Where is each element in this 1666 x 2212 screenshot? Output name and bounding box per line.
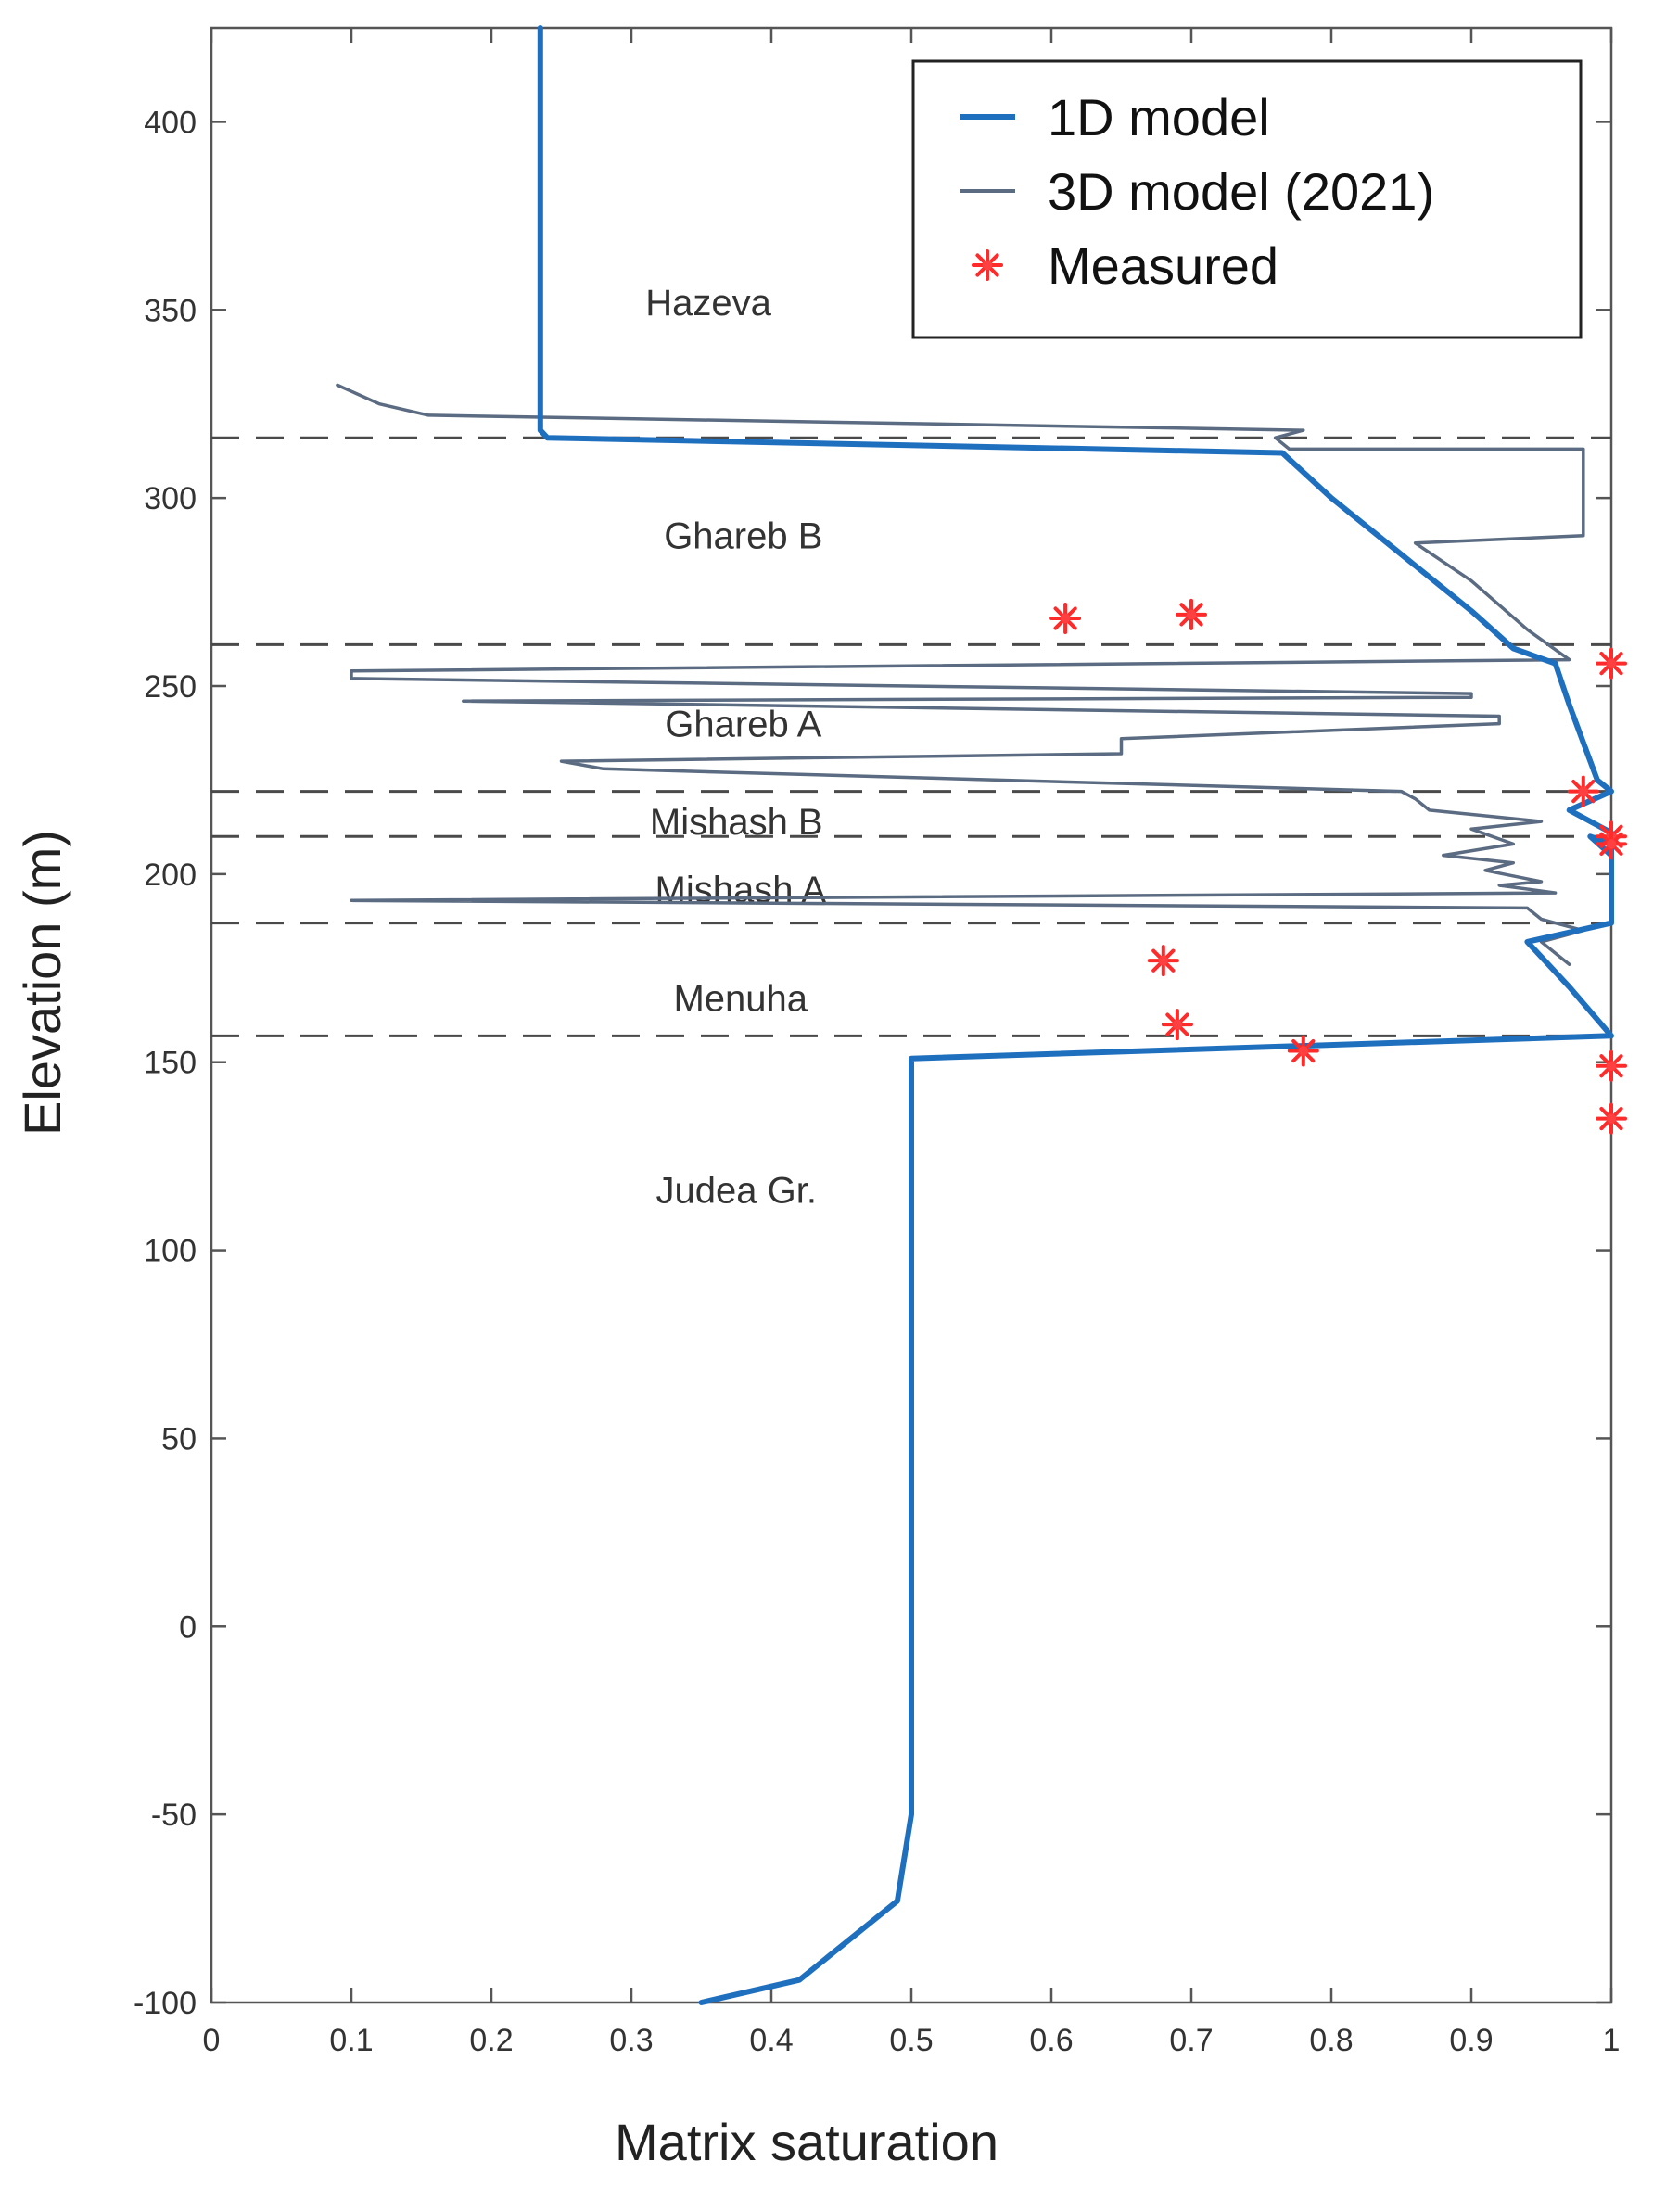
measured-point-core — [1578, 786, 1589, 796]
unit-label: Ghareb B — [664, 516, 822, 557]
unit-label: Mishash B — [650, 802, 823, 843]
x-tick-label: 0.9 — [1449, 2023, 1493, 2058]
legend-entry: 3D model (2021) — [1048, 162, 1434, 221]
measured-points — [1049, 598, 1627, 1135]
y-tick-label: 200 — [144, 858, 197, 893]
measured-point-core — [982, 260, 993, 271]
measured-point — [1147, 945, 1179, 977]
measured-point — [1567, 775, 1599, 807]
x-tick-label: 0 — [203, 2023, 221, 2058]
series-3d-model — [336, 383, 1585, 966]
measured-point-core — [1606, 839, 1617, 849]
measured-point-core — [1298, 1046, 1309, 1056]
measured-point — [1176, 598, 1207, 630]
legend-box — [911, 59, 1583, 339]
measured-point-core — [1606, 658, 1617, 668]
y-tick-label: 350 — [144, 293, 197, 328]
x-axis-label: Matrix saturation — [615, 2113, 998, 2171]
x-tick-label: 0.7 — [1169, 2023, 1213, 2058]
measured-point — [1596, 1102, 1627, 1135]
measured-point-core — [1186, 609, 1197, 620]
y-tick-label: 150 — [144, 1046, 197, 1081]
y-tick-label: 50 — [161, 1421, 197, 1456]
measured-point-core — [1158, 955, 1169, 966]
y-tick-label: 100 — [144, 1234, 197, 1269]
measured-point-core — [1606, 1113, 1617, 1124]
unit-label: Menuha — [673, 979, 808, 1020]
unit-label: Ghareb A — [665, 705, 821, 745]
y-tick-label: 400 — [144, 105, 197, 140]
y-tick-label: 250 — [144, 669, 197, 705]
measured-point-core — [1606, 1061, 1617, 1072]
measured-point — [1596, 647, 1627, 680]
measured-point — [1596, 828, 1627, 860]
unit-label: Judea Gr. — [656, 1171, 817, 1212]
axis-ticks: 0 0.1 0.2 0.3 0.4 0.5 0.6 0.7 0.8 0.9 1 -100 -50 0 50 1… — [134, 28, 1621, 2058]
legend-entry: Measured — [1048, 236, 1278, 295]
y-tick-label: -50 — [151, 1798, 197, 1833]
measured-point — [1161, 1009, 1193, 1041]
y-tick-label: -100 — [134, 1986, 197, 2021]
legend-entry: 1D model — [1048, 88, 1270, 146]
legend: 1D model 3D model (2021) Measured — [911, 59, 1583, 339]
measured-point-core — [1060, 613, 1071, 624]
x-tick-label: 1 — [1603, 2023, 1621, 2058]
x-tick-label: 0.2 — [469, 2023, 513, 2058]
x-tick-label: 0.1 — [329, 2023, 373, 2058]
measured-point-core — [1172, 1019, 1183, 1030]
measured-point — [1287, 1035, 1319, 1067]
y-tick-label: 300 — [144, 481, 197, 516]
legend-swatch-measured — [972, 249, 1003, 281]
x-tick-label: 0.4 — [749, 2023, 793, 2058]
y-tick-label: 0 — [179, 1609, 197, 1645]
unit-label: Hazeva — [645, 283, 771, 324]
y-axis-label: Elevation (m) — [13, 830, 71, 1136]
x-tick-label: 0.6 — [1029, 2023, 1073, 2058]
measured-point — [1596, 1049, 1627, 1082]
x-tick-label: 0.3 — [609, 2023, 653, 2058]
measured-point — [1049, 602, 1082, 634]
x-tick-label: 0.5 — [889, 2023, 933, 2058]
x-tick-label: 0.8 — [1309, 2023, 1353, 2058]
